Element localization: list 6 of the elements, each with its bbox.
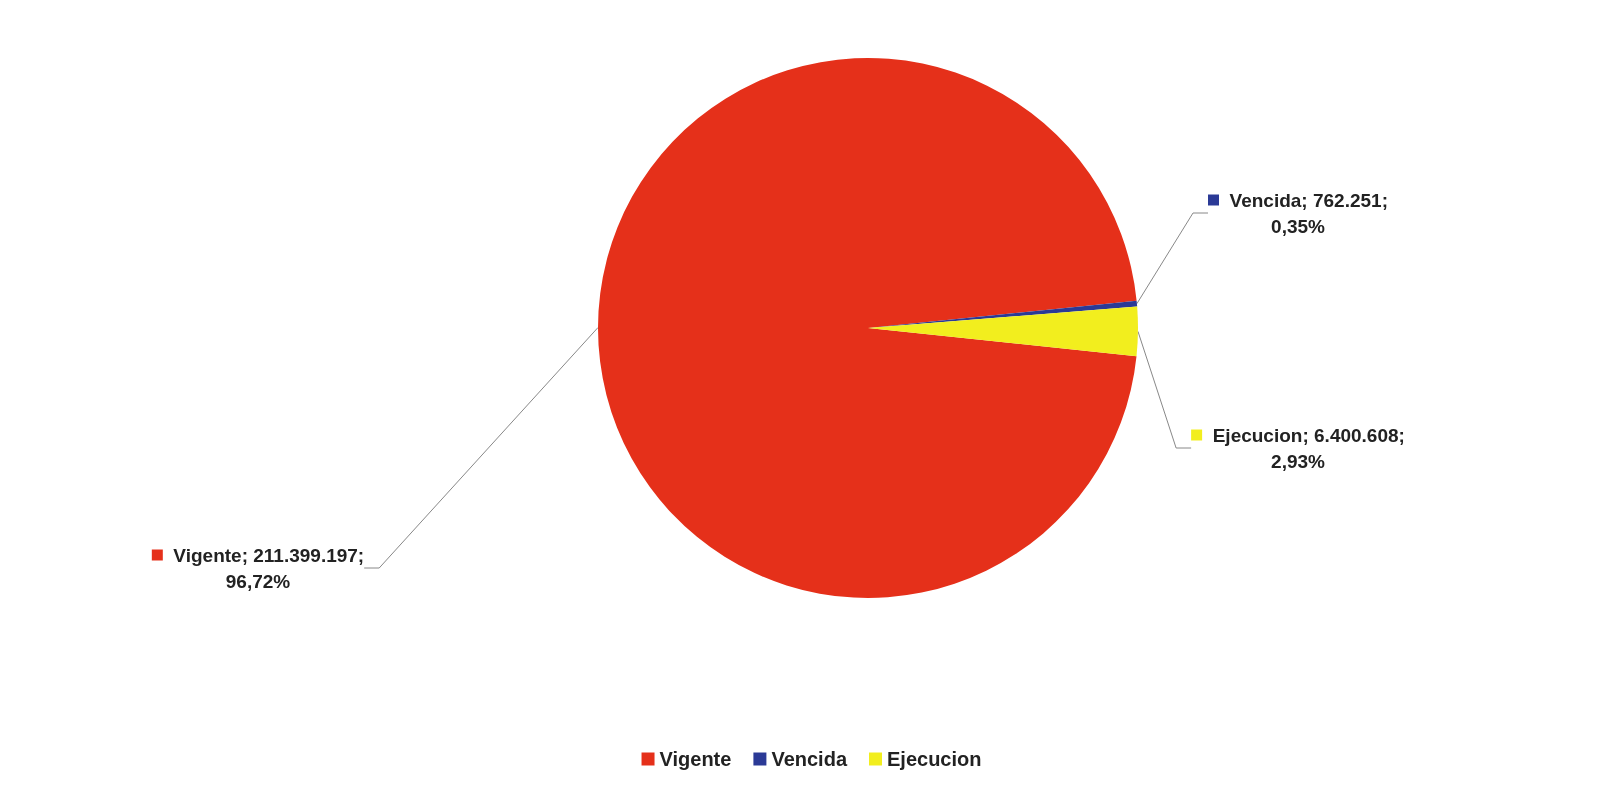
legend-label: Ejecucion (887, 748, 982, 770)
legend-label: Vencida (771, 748, 848, 770)
data-label: Ejecucion; 6.400.608; 2,93% (1202, 424, 1405, 472)
data-label: Vencida; 762.251; 0,35% (1219, 189, 1388, 237)
data-label: Vigente; 211.399.197; 96,72% (162, 544, 365, 592)
legend-label: Vigente (659, 748, 732, 770)
